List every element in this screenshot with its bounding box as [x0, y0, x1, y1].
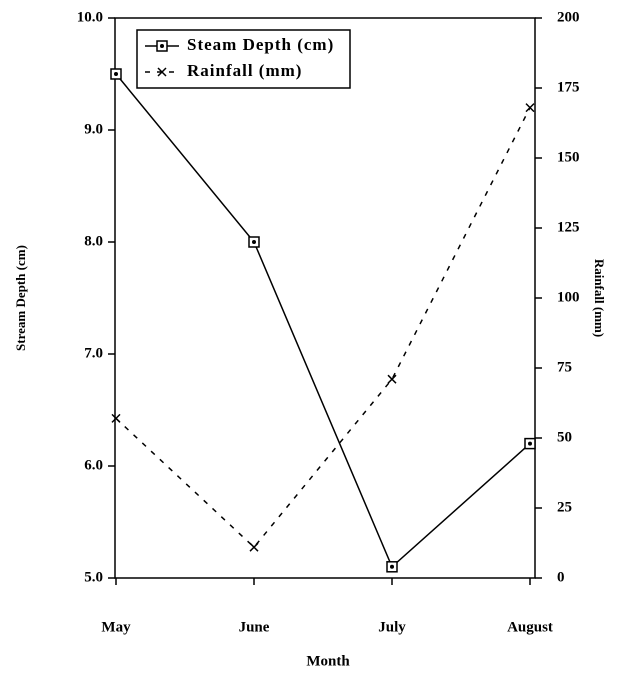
y2-tick-label: 0 [557, 569, 565, 585]
y-tick-label: 10.0 [77, 9, 103, 25]
y-tick-label: 8.0 [84, 233, 103, 249]
y2-tick-label: 200 [557, 9, 580, 25]
y2-tick-label: 25 [557, 499, 572, 515]
series-marker [249, 542, 259, 552]
x-tick-label: July [378, 619, 406, 635]
series-line [115, 73, 531, 569]
y2-tick-label: 175 [557, 79, 580, 95]
y2-tick-label: 150 [557, 149, 580, 165]
y2-tick-label: 125 [557, 219, 580, 235]
legend-box [136, 29, 351, 89]
y2-tick-label: 100 [557, 289, 580, 305]
y-tick-label: 9.0 [84, 121, 103, 137]
legend-marker [156, 40, 168, 52]
y2-tick-label: 75 [557, 359, 572, 375]
y-tick-label: 5.0 [84, 569, 103, 585]
y-axis-label: Stream Depth (cm) [13, 245, 28, 351]
series-marker [387, 374, 397, 384]
series-marker [524, 437, 536, 450]
y-tick-label: 6.0 [84, 457, 103, 473]
series-marker [248, 236, 260, 248]
x-tick-label: May [101, 619, 131, 635]
legend-label: Steam Depth (cm) [187, 35, 334, 54]
y2-axis-label: Rainfall (mm) [592, 259, 607, 337]
series-marker [111, 413, 121, 423]
series-marker [386, 561, 398, 573]
series-marker [525, 103, 535, 113]
y-tick-label: 7.0 [84, 345, 103, 361]
series-marker [110, 68, 122, 80]
x-axis-label: Month [306, 653, 350, 669]
plot-frame [114, 17, 536, 579]
legend-label: Rainfall (mm) [187, 61, 302, 80]
legend-marker [157, 67, 167, 77]
y2-tick-label: 50 [557, 429, 572, 445]
x-tick-label: August [507, 619, 553, 635]
x-tick-label: June [239, 619, 270, 635]
series-line [115, 107, 531, 549]
